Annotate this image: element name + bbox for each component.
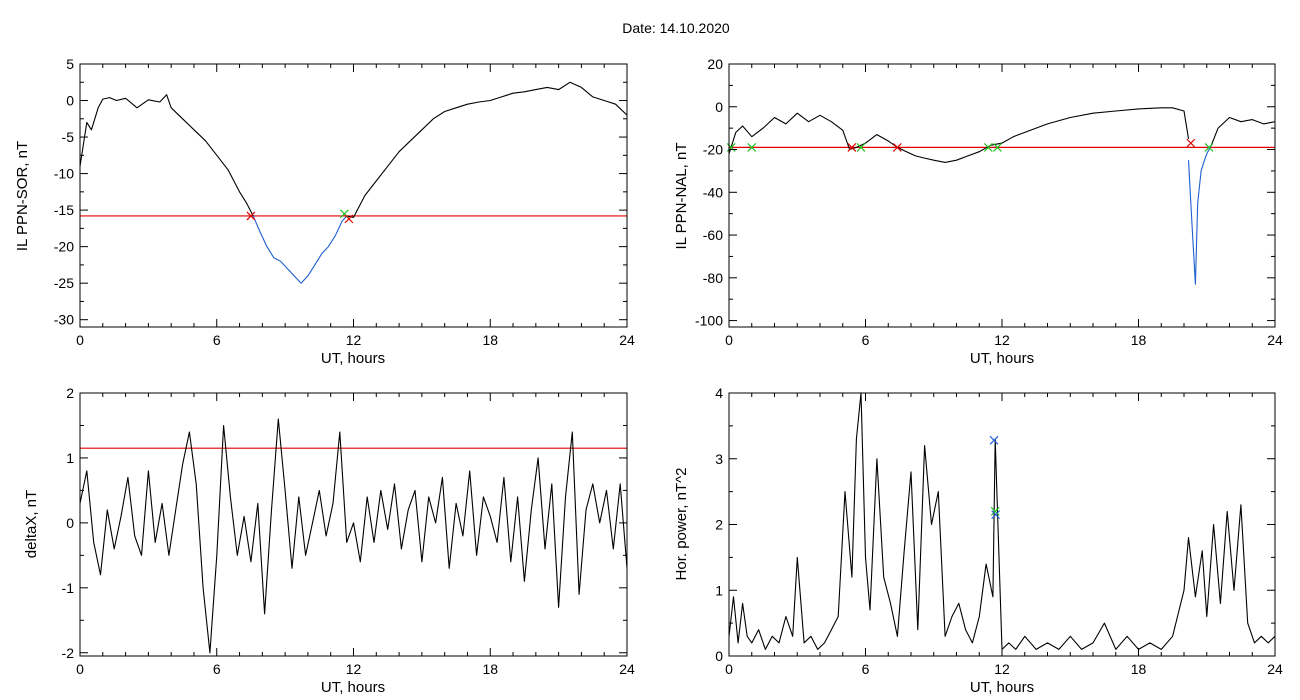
event-marker (892, 142, 902, 152)
y-tick-label: -100 (695, 313, 723, 329)
series-line-1 (252, 215, 348, 284)
series-line-3 (1210, 116, 1275, 146)
event-marker (993, 142, 1002, 152)
y-tick-label: -10 (54, 166, 74, 182)
series-line-0 (80, 418, 627, 654)
x-tick-label: 24 (1267, 332, 1283, 348)
event-marker (344, 214, 354, 224)
x-tick-label: 0 (725, 661, 733, 677)
x-tick-label: 6 (213, 332, 221, 348)
panel-il-ppn-sor: UT, hours IL PPN-SOR, nT 0 6 12 18 24 5 0 -5 -10… (14, 56, 635, 367)
y-tick-label: 1 (715, 582, 723, 598)
x-tick-label: 0 (725, 332, 733, 348)
x-tick-label: 24 (619, 332, 635, 348)
x-tick-label: 18 (1131, 332, 1147, 348)
series-line-2 (346, 81, 627, 218)
x-tick-label: 18 (1131, 661, 1147, 677)
y-tick-label: 20 (707, 56, 723, 72)
y-tick-label: 5 (66, 56, 74, 72)
y-tick-label: 0 (715, 648, 723, 664)
event-marker (991, 510, 1001, 520)
y-tick-label: -1 (62, 580, 75, 596)
y-tick-label: 1 (66, 450, 74, 466)
x-tick-label: 12 (994, 332, 1010, 348)
series-line-2 (1187, 145, 1212, 285)
event-marker (990, 506, 1000, 516)
x-tick-label: 24 (1267, 661, 1283, 677)
panel-0-ylabel: IL PPN-SOR, nT (14, 141, 31, 251)
y-tick-label: 2 (66, 385, 74, 401)
y-tick-label: -30 (54, 312, 74, 328)
y-tick-label: -60 (703, 227, 723, 243)
y-tick-label: 0 (66, 93, 74, 109)
figure-title: Date: 14.10.2020 (622, 20, 730, 36)
event-marker (1186, 138, 1196, 148)
y-tick-label: -25 (54, 275, 74, 291)
x-tick-label: 0 (76, 661, 84, 677)
x-tick-label: 24 (619, 661, 635, 677)
panel-0-xlabel: UT, hours (321, 350, 385, 367)
panel-3-ylabel: Hor. power, nT^2 (673, 468, 690, 581)
x-tick-label: 6 (862, 661, 870, 677)
y-tick-label: -5 (62, 129, 75, 145)
y-tick-label: 0 (715, 99, 723, 115)
panel-2-ylabel: deltaX, nT (23, 490, 40, 558)
x-tick-label: 6 (862, 332, 870, 348)
plot-frame (728, 63, 1276, 328)
x-tick-label: 0 (76, 332, 84, 348)
panel-3-xlabel: UT, hours (970, 679, 1034, 696)
event-marker (246, 211, 256, 221)
panel-il-ppn-nal: UT, hours IL PPN-NAL, nT 0 6 12 18 24 20 0 -20 -… (673, 56, 1283, 367)
y-tick-label: 0 (66, 515, 74, 531)
panel-1-ylabel: IL PPN-NAL, nT (673, 143, 690, 250)
panel-deltax: UT, hours deltaX, nT 0 6 12 18 24 2 1 0 -1 -2 (23, 385, 635, 696)
x-tick-label: 6 (213, 661, 221, 677)
x-tick-label: 12 (346, 661, 362, 677)
x-tick-label: 12 (346, 332, 362, 348)
event-marker (856, 142, 866, 152)
series-line-0 (729, 112, 851, 154)
event-marker (847, 142, 857, 152)
panel-hor-power: UT, hours Hor. power, nT^2 0 6 12 18 24 4 3 2 1 0 (673, 385, 1283, 696)
event-marker (983, 142, 993, 152)
plot-frame (79, 63, 628, 328)
event-marker (1204, 142, 1214, 152)
y-tick-label: 4 (715, 385, 723, 401)
y-tick-label: -20 (703, 142, 723, 158)
series-line-0 (729, 393, 1275, 650)
series-line-1 (849, 107, 1190, 163)
panel-2-xlabel: UT, hours (321, 679, 385, 696)
panel-1-xlabel: UT, hours (970, 350, 1034, 367)
y-tick-label: -40 (703, 184, 723, 200)
event-marker (747, 142, 757, 152)
y-tick-label: -80 (703, 270, 723, 286)
y-tick-label: -2 (62, 645, 75, 661)
event-marker (989, 435, 999, 445)
y-tick-label: 2 (715, 517, 723, 533)
series-line-0 (80, 94, 254, 217)
plot-frame (728, 392, 1276, 657)
x-tick-label: 18 (482, 332, 498, 348)
y-tick-label: -15 (54, 202, 74, 218)
x-tick-label: 12 (994, 661, 1010, 677)
y-tick-label: -20 (54, 239, 74, 255)
x-tick-label: 18 (482, 661, 498, 677)
y-tick-label: 3 (715, 451, 723, 467)
